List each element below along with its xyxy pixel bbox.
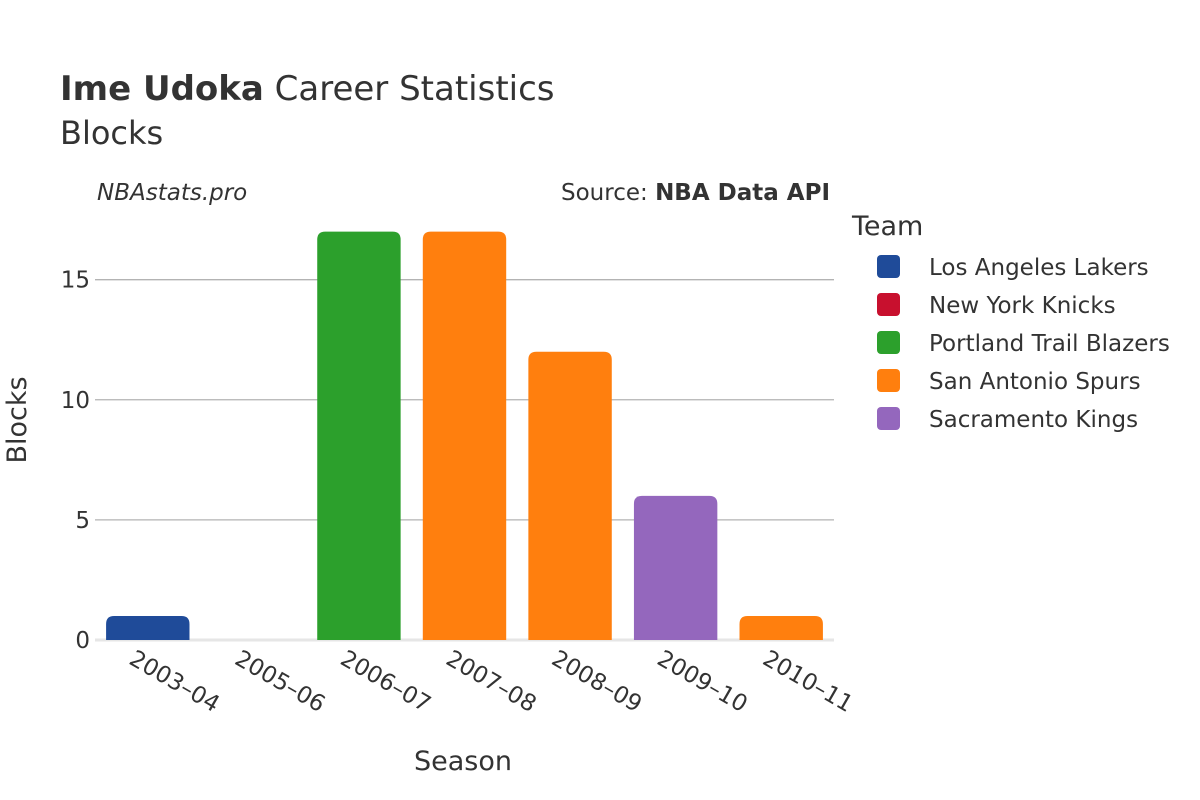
legend-label: New York Knicks — [929, 293, 1116, 319]
source-prefix: Source: — [561, 180, 655, 206]
y-tick-label: 0 — [75, 628, 90, 654]
legend-label: San Antonio Spurs — [929, 369, 1141, 395]
legend-swatch — [877, 293, 900, 316]
legend-label: Portland Trail Blazers — [929, 331, 1170, 357]
legend-title: Team — [851, 211, 923, 242]
bar-2010–11[interactable] — [739, 615, 823, 640]
legend-swatch — [877, 255, 900, 278]
x-axis-title: Season — [414, 746, 512, 777]
legend-swatch — [877, 407, 900, 430]
bar-2003–04[interactable] — [106, 615, 190, 640]
y-tick-label: 15 — [61, 268, 90, 294]
bar-2008–09[interactable] — [528, 351, 612, 640]
chart-title: Ime Udoka Career Statistics — [60, 69, 555, 109]
x-tick-label: 2005–06 — [230, 646, 329, 718]
bar-2007–08[interactable] — [422, 231, 507, 640]
watermark: NBAstats.pro — [97, 180, 247, 206]
x-tick-label: 2008–09 — [547, 646, 646, 718]
bars — [106, 231, 823, 640]
legend-label: Los Angeles Lakers — [929, 255, 1149, 281]
x-tick-label: 2010–11 — [758, 646, 857, 718]
x-tick-label: 2006–07 — [336, 646, 435, 718]
x-tick-label: 2003–04 — [125, 646, 224, 718]
y-tick-label: 10 — [61, 388, 90, 414]
legend-swatch — [877, 331, 900, 354]
bar-2009–10[interactable] — [633, 495, 718, 640]
y-tick-label: 5 — [75, 508, 90, 534]
x-axis-ticks: 2003–04 2005–06 2006–07 2007–08 2008–09 2009–… — [125, 646, 857, 718]
legend-swatch — [877, 369, 900, 392]
legend: Los Angeles Lakers New York Knicks Portlan… — [877, 255, 1170, 433]
y-axis-title: Blocks — [2, 376, 33, 463]
source-label: Source: NBA Data API — [561, 180, 830, 206]
x-tick-label: 2007–08 — [442, 646, 541, 718]
source-name: NBA Data API — [655, 180, 830, 206]
y-axis-ticks: 0 5 10 15 — [61, 268, 90, 654]
chart-title-rest: Career Statistics — [264, 69, 555, 109]
chart-subtitle: Blocks — [60, 114, 163, 152]
chart-title-bold: Ime Udoka — [60, 69, 264, 109]
x-tick-label: 2009–10 — [653, 646, 752, 718]
bar-2006–07[interactable] — [317, 231, 401, 640]
legend-label: Sacramento Kings — [929, 407, 1138, 433]
